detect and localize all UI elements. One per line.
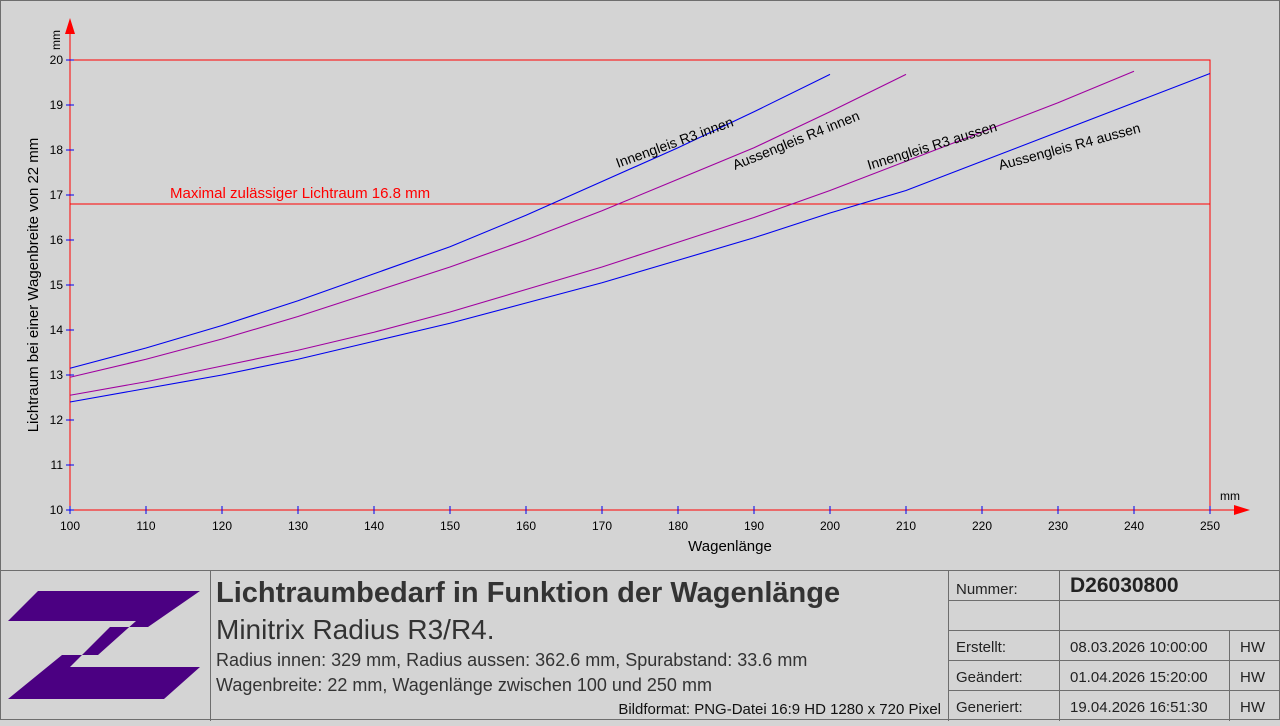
row-geaendert: Geändert: 01.04.2026 15:20:00 HW (949, 661, 1280, 691)
x-tick-label: 150 (440, 519, 460, 533)
series-line (69, 73, 907, 378)
erstellt-initials: HW (1240, 639, 1265, 656)
x-tick-label: 190 (744, 519, 764, 533)
y-tick-label: 18 (50, 143, 64, 157)
divider-2 (1229, 631, 1230, 721)
logo (0, 571, 211, 721)
series-label: Innengleis R3 innen (614, 113, 736, 170)
x-tick-label: 210 (896, 519, 916, 533)
x-tick-label: 170 (592, 519, 612, 533)
row-empty (949, 601, 1280, 631)
x-tick-label: 180 (668, 519, 688, 533)
y-axis-arrow-icon (65, 18, 75, 34)
doc-line-1: Radius innen: 329 mm, Radius aussen: 362… (216, 650, 808, 670)
generiert-label: Generiert: (956, 699, 1023, 716)
generiert-initials: HW (1240, 699, 1265, 716)
geaendert-initials: HW (1240, 669, 1265, 686)
y-tick-label: 17 (50, 188, 64, 202)
series-line (69, 70, 1135, 396)
geaendert-label: Geändert: (956, 669, 1023, 686)
doc-title: Lichtraumbedarf in Funktion der Wagenlän… (216, 577, 841, 609)
y-tick-label: 11 (51, 458, 64, 472)
erstellt-value: 08.03.2026 10:00:00 (1070, 639, 1208, 656)
x-tick-label: 240 (1124, 519, 1144, 533)
x-tick-label: 110 (136, 519, 155, 533)
geaendert-value: 01.04.2026 15:20:00 (1070, 669, 1208, 686)
series-line (69, 73, 831, 369)
nummer-label: Nummer: (956, 581, 1018, 598)
x-tick-label: 230 (1048, 519, 1068, 533)
x-axis-arrow-icon (1234, 505, 1250, 515)
x-tick-label: 100 (60, 519, 80, 533)
y-tick-label: 14 (50, 323, 64, 337)
series-line (69, 72, 1211, 403)
row-nummer: Nummer: D26030800 (949, 571, 1280, 601)
y-axis-title: Lichtraum bei einer Wagenbreite von 22 m… (25, 138, 42, 433)
y-tick-label: 16 (50, 233, 64, 247)
x-tick-label: 160 (516, 519, 536, 533)
title-block: Lichtraumbedarf in Funktion der Wagenlän… (0, 570, 1280, 721)
y-tick-label: 20 (50, 53, 64, 67)
title-text-cell: Lichtraumbedarf in Funktion der Wagenlän… (211, 571, 949, 721)
y-tick-label: 15 (50, 278, 64, 292)
generiert-value: 19.04.2026 16:51:30 (1070, 699, 1208, 716)
nummer-value: D26030800 (1070, 574, 1179, 597)
erstellt-label: Erstellt: (956, 639, 1007, 656)
company-logo-icon (8, 591, 200, 699)
x-tick-label: 250 (1200, 519, 1220, 533)
y-tick-label: 13 (50, 368, 64, 382)
x-tick-label: 140 (364, 519, 384, 533)
x-axis-title: Wagenlänge (688, 538, 772, 555)
series-label: Aussengleis R4 innen (730, 107, 862, 173)
doc-line-2: Wagenbreite: 22 mm, Wagenlänge zwischen … (216, 675, 712, 695)
y-tick-label: 19 (50, 98, 64, 112)
image-format: Bildformat: PNG-Datei 16:9 HD 1280 x 720… (618, 701, 941, 718)
x-tick-label: 220 (972, 519, 992, 533)
x-unit-label: mm (1220, 489, 1240, 503)
limit-line-label: Maximal zulässiger Lichtraum 16.8 mm (170, 185, 430, 202)
x-tick-label: 200 (820, 519, 840, 533)
x-tick-label: 130 (288, 519, 308, 533)
series-label: Innengleis R3 aussen (865, 118, 998, 173)
row-generiert: Generiert: 19.04.2026 16:51:30 HW (949, 691, 1280, 721)
y-unit-label: mm (49, 30, 63, 50)
doc-subtitle: Minitrix Radius R3/R4. (216, 614, 495, 645)
x-tick-label: 120 (212, 519, 232, 533)
y-tick-label: 10 (50, 503, 64, 517)
y-tick-label: 12 (50, 413, 64, 427)
row-erstellt: Erstellt: 08.03.2026 10:00:00 HW (949, 631, 1280, 661)
divider-1 (1059, 571, 1060, 721)
chart: 100 110 120 130 140 150 160 170 180 190 200 210 220 2… (25, 18, 1250, 555)
plot-frame (69, 59, 1211, 511)
